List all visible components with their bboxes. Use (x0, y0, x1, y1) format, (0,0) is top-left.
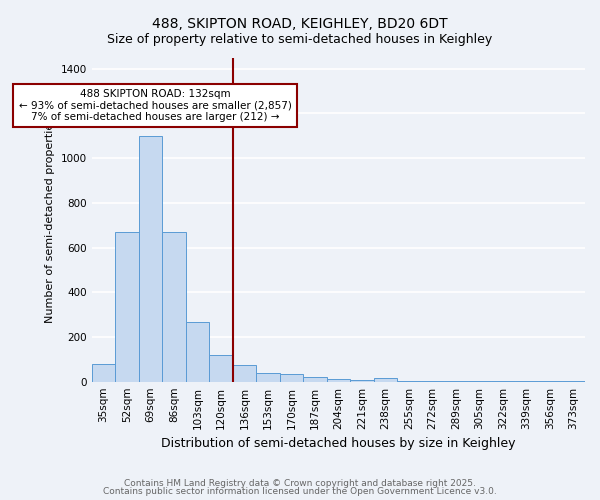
Bar (139, 136, 162, 382)
X-axis label: Distribution of semi-detached houses by size in Keighley: Distribution of semi-detached houses by … (161, 437, 515, 450)
Text: Contains HM Land Registry data © Crown copyright and database right 2025.: Contains HM Land Registry data © Crown c… (124, 478, 476, 488)
Y-axis label: Number of semi-detached properties: Number of semi-detached properties (45, 116, 55, 322)
Text: Size of property relative to semi-detached houses in Keighley: Size of property relative to semi-detach… (107, 32, 493, 46)
Bar (350, 380, 374, 382)
Bar (162, 232, 185, 382)
Bar (303, 377, 326, 382)
Bar (444, 381, 467, 382)
Bar (256, 372, 280, 382)
Bar (421, 380, 444, 382)
Bar (92, 364, 115, 382)
Bar (397, 380, 421, 382)
Bar (374, 378, 397, 382)
Text: Contains public sector information licensed under the Open Government Licence v3: Contains public sector information licen… (103, 487, 497, 496)
Text: 488 SKIPTON ROAD: 132sqm
← 93% of semi-detached houses are smaller (2,857)
7% of: 488 SKIPTON ROAD: 132sqm ← 93% of semi-d… (19, 89, 292, 122)
Bar (185, 322, 209, 382)
Bar (280, 374, 303, 382)
Bar (233, 365, 256, 382)
Bar (326, 380, 350, 382)
Bar (209, 355, 233, 382)
Text: 488, SKIPTON ROAD, KEIGHLEY, BD20 6DT: 488, SKIPTON ROAD, KEIGHLEY, BD20 6DT (152, 18, 448, 32)
Bar (115, 232, 139, 382)
